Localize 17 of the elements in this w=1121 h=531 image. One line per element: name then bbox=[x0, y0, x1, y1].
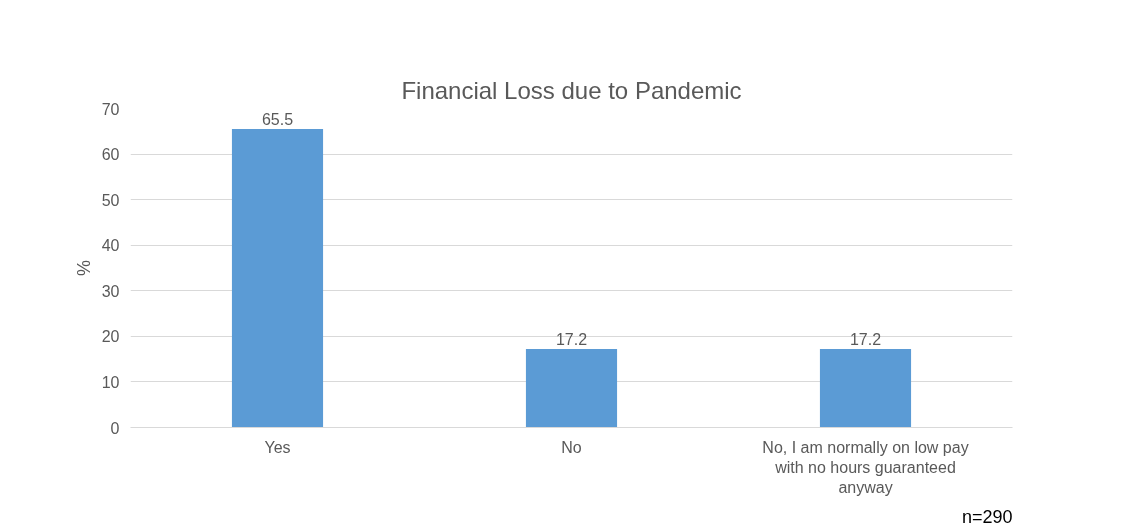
chart-title: Financial Loss due to Pandemic bbox=[401, 76, 742, 104]
x-tick-label: Yes bbox=[264, 438, 291, 456]
y-tick-label: 10 bbox=[101, 373, 120, 391]
text: n=290 bbox=[961, 506, 1013, 527]
data-label: 17.2 bbox=[555, 331, 588, 349]
y-tick-label: 20 bbox=[101, 328, 120, 346]
data-label: 17.2 bbox=[849, 331, 882, 349]
x-tick-label: No, I am normally on low pay with no hours guaranteed anyway bbox=[762, 438, 969, 497]
y-tick-label: 40 bbox=[101, 237, 120, 255]
y-tick-label: 50 bbox=[101, 191, 120, 209]
data-label: 65.5 bbox=[261, 111, 294, 129]
y-tick-label: 30 bbox=[101, 282, 120, 300]
y-tick-label: 0 bbox=[110, 419, 120, 437]
x-tick-label: No bbox=[561, 438, 582, 456]
y-tick-label: 60 bbox=[101, 146, 120, 164]
y-tick-label: 70 bbox=[101, 100, 120, 118]
y-axis-title: % bbox=[73, 259, 94, 276]
